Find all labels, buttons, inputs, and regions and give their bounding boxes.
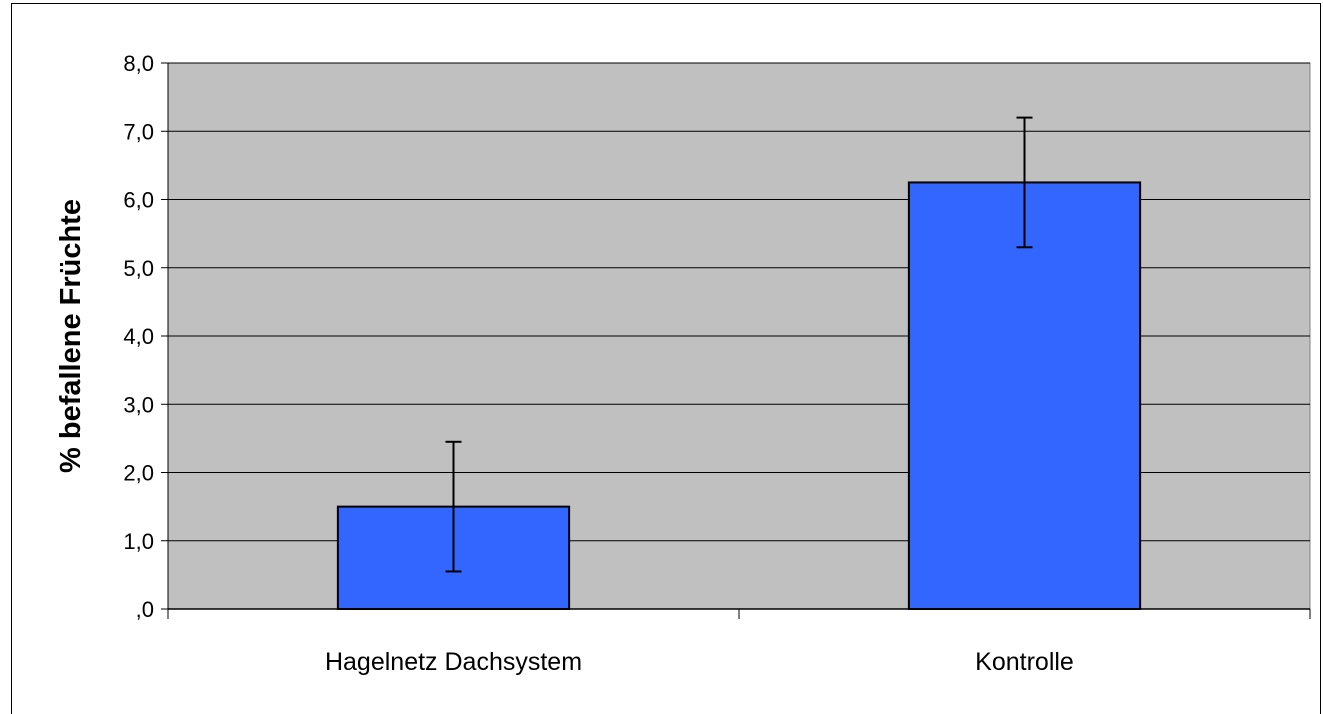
y-tick-label: 4,0 [123,324,154,349]
y-tick-label: 7,0 [123,119,154,144]
y-tick-label: 1,0 [123,529,154,554]
y-axis-title: % befallene Früchte [55,199,87,473]
y-tick-label: 6,0 [123,188,154,213]
y-tick-label: ,0 [136,597,154,622]
x-category-label: Hagelnetz Dachsystem [325,648,582,676]
x-category-labels: Hagelnetz Dachsystem Kontrolle [325,648,1074,676]
y-tick-label: 8,0 [123,51,154,76]
y-tick-label: 3,0 [123,392,154,417]
x-category-label: Kontrolle [975,648,1074,676]
y-tick-label: 5,0 [123,256,154,281]
y-tick-labels: ,0 1,0 2,0 3,0 4,0 5,0 6,0 7,0 8,0 [123,51,154,622]
y-tick-label: 2,0 [123,461,154,486]
